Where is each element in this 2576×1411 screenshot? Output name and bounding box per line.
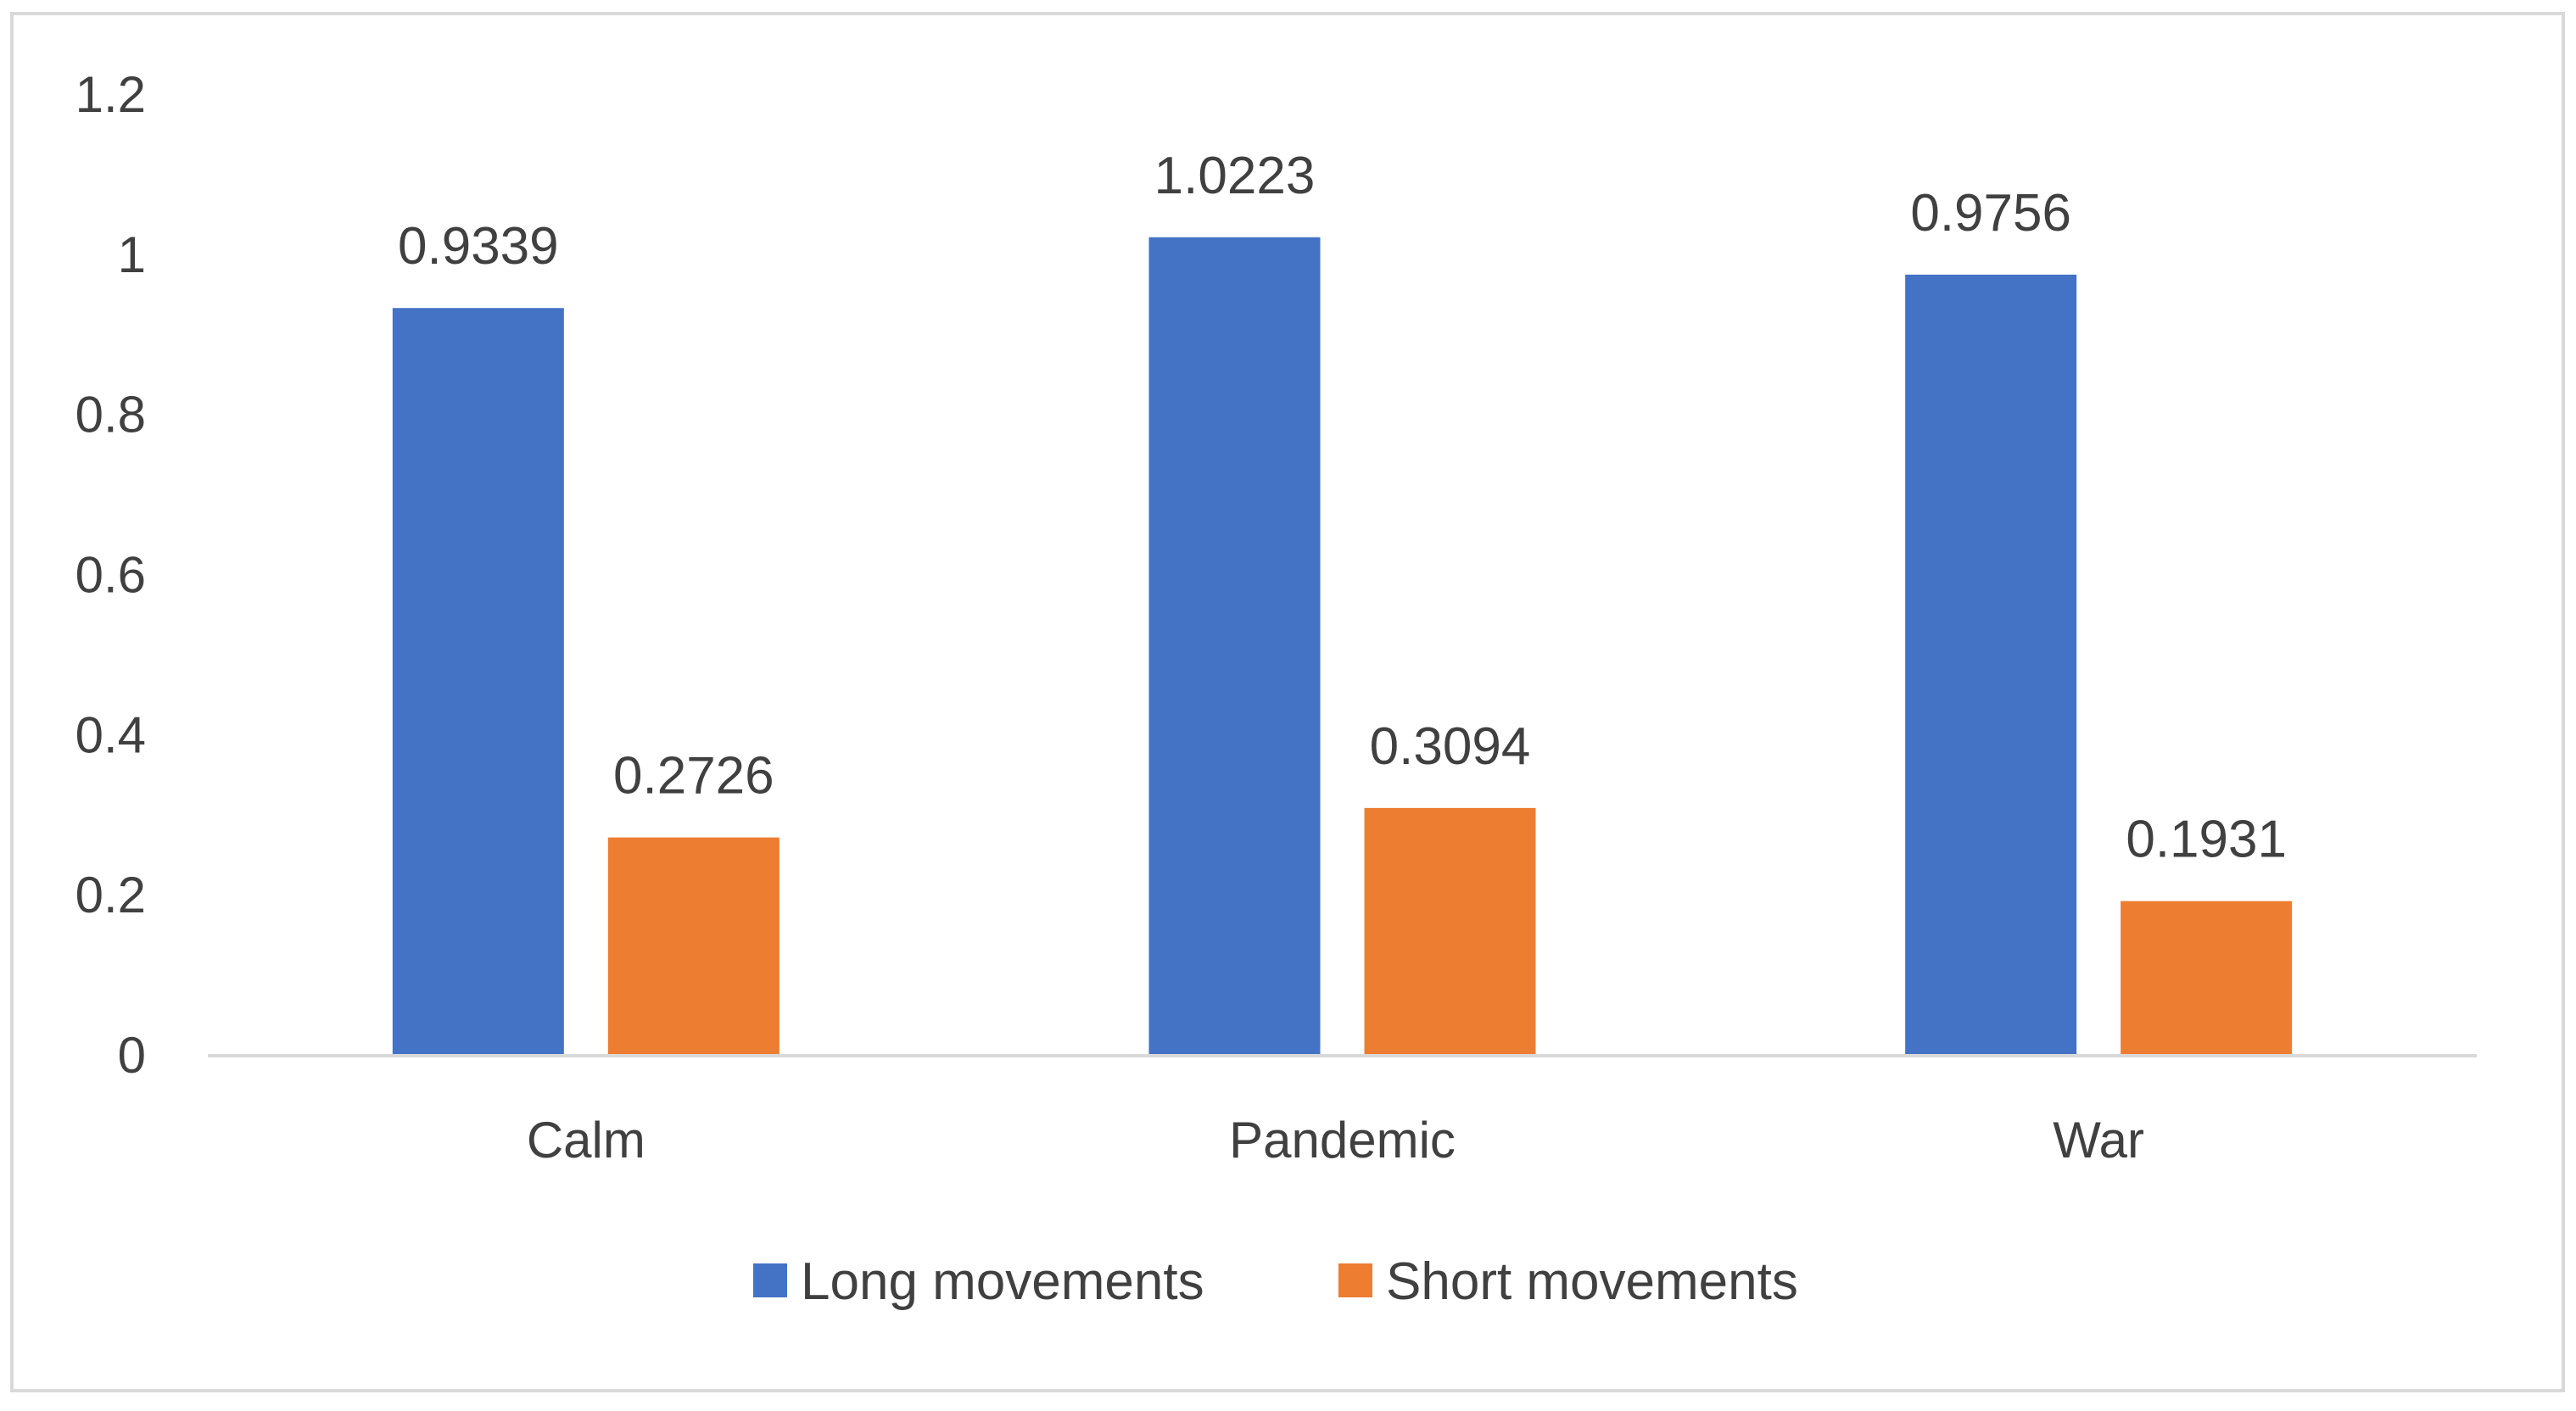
bar-long-movements-war xyxy=(1905,274,2077,1057)
x-category-label: Pandemic xyxy=(1229,1112,1456,1168)
y-tick-label: 0.6 xyxy=(75,547,146,604)
x-category-label: War xyxy=(2053,1112,2144,1168)
data-label-short-movements-pandemic: 0.3094 xyxy=(1370,717,1531,776)
y-tick-label: 0.8 xyxy=(75,387,146,443)
bar-long-movements-calm xyxy=(392,308,564,1056)
y-tick-label: 0.4 xyxy=(75,706,146,763)
legend-item-short-movements: Short movements xyxy=(1338,1252,1798,1311)
bar-short-movements-calm xyxy=(607,837,780,1056)
legend-label-long-movements: Long movements xyxy=(801,1252,1204,1311)
y-tick-label: 0.2 xyxy=(75,867,146,923)
data-label-long-movements-war: 0.9756 xyxy=(1910,184,2071,243)
data-label-short-movements-calm: 0.2726 xyxy=(613,747,774,806)
x-axis-category-labels: Calm Pandemic War xyxy=(527,1112,2144,1168)
x-category-label: Calm xyxy=(527,1112,645,1168)
y-tick-label: 0 xyxy=(118,1027,146,1084)
legend-item-long-movements: Long movements xyxy=(753,1252,1204,1311)
data-label-long-movements-pandemic: 1.0223 xyxy=(1154,147,1316,205)
y-tick-label: 1 xyxy=(118,226,146,283)
legend: Long movements Short movements xyxy=(753,1252,1798,1311)
legend-label-short-movements: Short movements xyxy=(1386,1252,1798,1311)
data-labels: 0.9339 0.2726 1.0223 0.3094 0.9756 0.1931 xyxy=(398,147,2287,869)
bar-short-movements-pandemic xyxy=(1364,807,1536,1056)
bar-short-movements-war xyxy=(2121,901,2293,1056)
bars xyxy=(392,237,2293,1057)
bar-long-movements-pandemic xyxy=(1148,237,1321,1056)
legend-swatch-long-movements xyxy=(753,1263,787,1297)
legend-swatch-short-movements xyxy=(1338,1263,1372,1297)
data-label-short-movements-war: 0.1931 xyxy=(2126,811,2287,869)
data-label-long-movements-calm: 0.9339 xyxy=(398,217,559,276)
y-axis-tick-labels: 0 0.2 0.4 0.6 0.8 1 1.2 xyxy=(75,66,146,1084)
y-tick-label: 1.2 xyxy=(75,66,146,123)
